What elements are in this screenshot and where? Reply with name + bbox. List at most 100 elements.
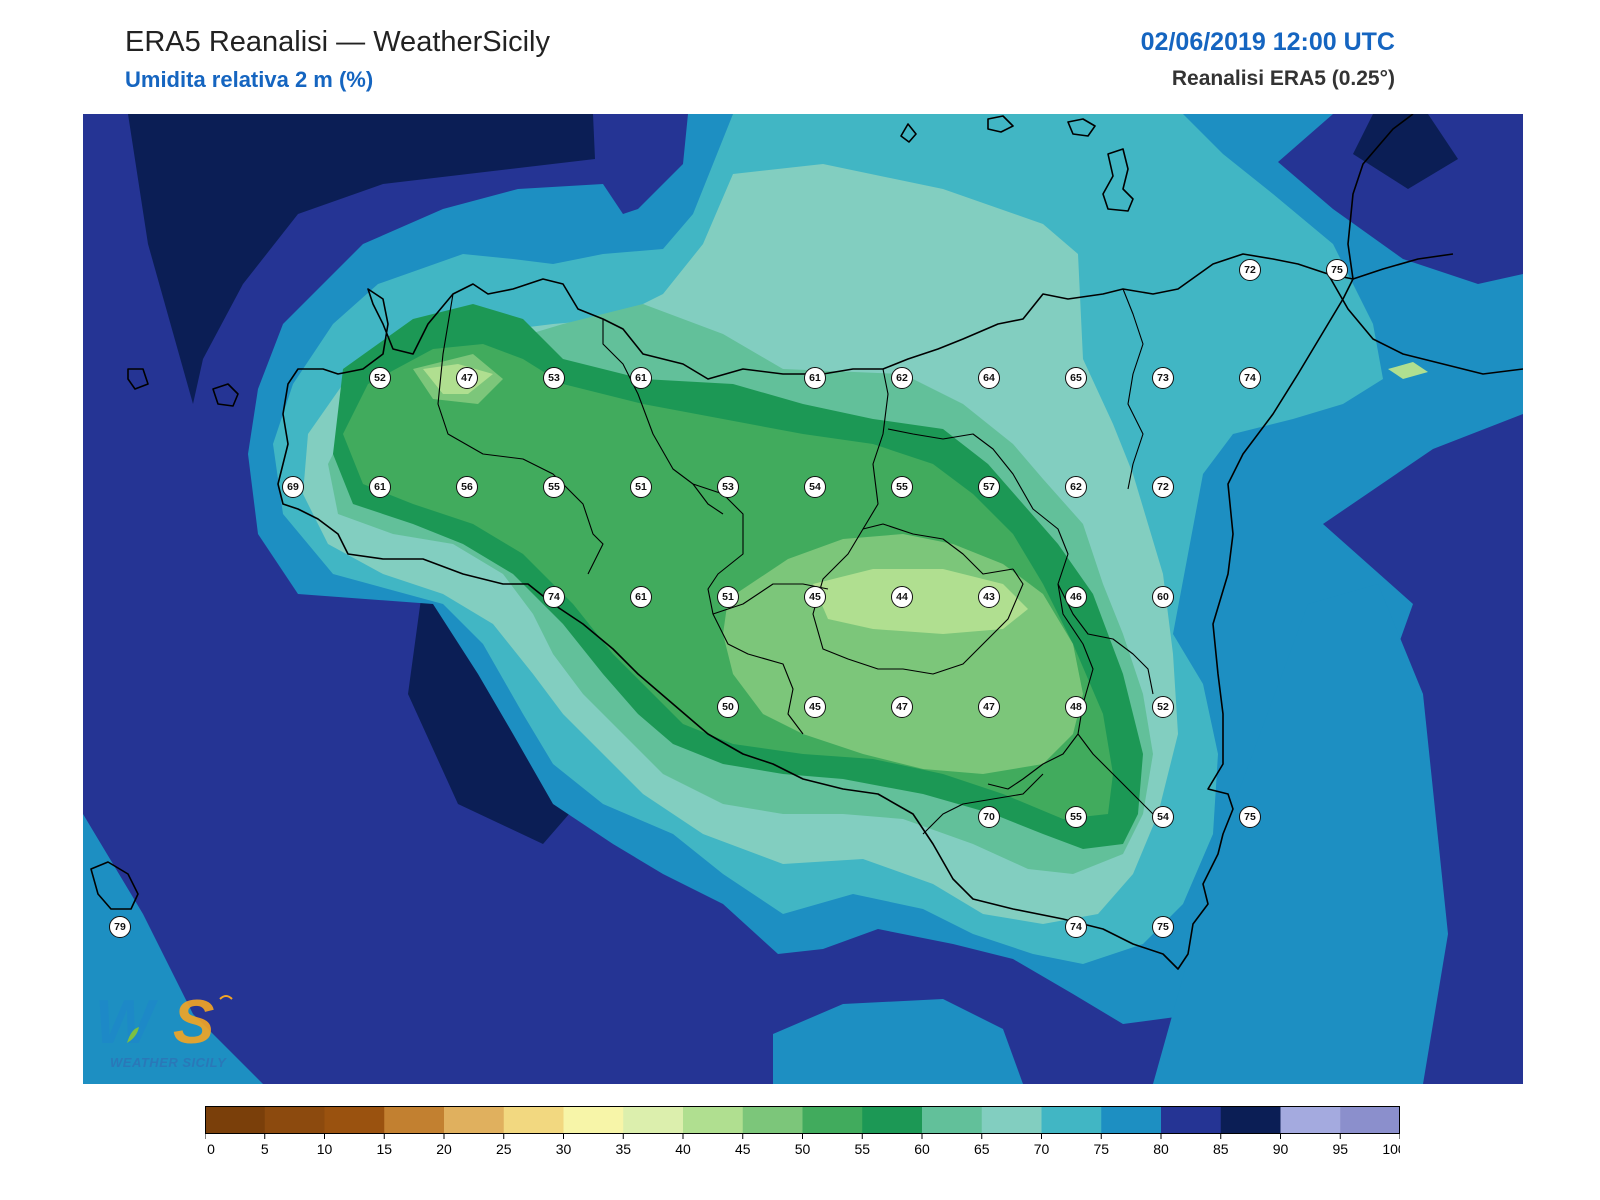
station-value: 74 [548, 590, 560, 603]
station-marker: 53 [717, 476, 739, 498]
weathersicily-logo: W S WEATHER SICILY [95, 985, 255, 1075]
station-value: 45 [809, 700, 821, 713]
station-marker: 48 [1065, 696, 1087, 718]
colorbar-tick-label: 75 [1093, 1141, 1109, 1157]
colorbar-swatch [683, 1106, 744, 1134]
colorbar-tick-label: 100 [1382, 1141, 1400, 1157]
station-marker: 52 [1152, 696, 1174, 718]
station-marker: 61 [804, 367, 826, 389]
map-title: ERA5 Reanalisi — WeatherSicily [125, 26, 550, 58]
station-value: 79 [114, 920, 126, 933]
station-value: 53 [548, 371, 560, 384]
station-value: 75 [1244, 810, 1256, 823]
svg-text:S: S [173, 988, 214, 1057]
station-marker: 51 [717, 586, 739, 608]
station-marker: 74 [543, 586, 565, 608]
station-value: 75 [1331, 263, 1343, 276]
station-value: 52 [374, 371, 386, 384]
colorbar-tick-label: 55 [854, 1141, 870, 1157]
colorbar-swatch [862, 1106, 923, 1134]
svg-text:W: W [95, 988, 158, 1057]
humidity-band-45-50 [1388, 362, 1428, 379]
station-marker: 69 [282, 476, 304, 498]
station-value: 61 [374, 480, 386, 493]
station-marker: 61 [369, 476, 391, 498]
station-marker: 47 [978, 696, 1000, 718]
station-value: 48 [1070, 700, 1082, 713]
valid-datetime: 02/06/2019 12:00 UTC [1140, 28, 1395, 56]
station-marker: 65 [1065, 367, 1087, 389]
station-value: 64 [983, 371, 995, 384]
station-marker: 74 [1065, 916, 1087, 938]
station-marker: 64 [978, 367, 1000, 389]
colorbar-tick-label: 30 [556, 1141, 572, 1157]
station-value: 60 [1157, 590, 1169, 603]
colorbar-tick-label: 80 [1153, 1141, 1169, 1157]
humidity-band-80-85 [83, 814, 263, 1084]
province-boundaries [437, 288, 1154, 835]
station-marker: 72 [1152, 476, 1174, 498]
colorbar-swatch [981, 1106, 1042, 1134]
colorbar-tick-label: 25 [496, 1141, 512, 1157]
station-value: 69 [287, 480, 299, 493]
station-value: 52 [1157, 700, 1169, 713]
colorbar-tick-label: 65 [974, 1141, 990, 1157]
colorbar-swatch [1101, 1106, 1162, 1134]
colorbar-tick-label: 90 [1273, 1141, 1289, 1157]
station-marker: 61 [630, 586, 652, 608]
colorbar-tick-label: 15 [376, 1141, 392, 1157]
station-marker: 44 [891, 586, 913, 608]
colorbar-swatch [264, 1106, 325, 1134]
station-value: 43 [983, 590, 995, 603]
station-value: 54 [809, 480, 821, 493]
colorbar-tick-label: 50 [795, 1141, 811, 1157]
station-marker: 62 [1065, 476, 1087, 498]
colorbar-tick-label: 40 [675, 1141, 691, 1157]
colorbar-tick-label: 20 [436, 1141, 452, 1157]
humidity-band-80-85 [773, 999, 1023, 1084]
station-value: 74 [1244, 371, 1256, 384]
logo-text: WEATHER SICILY [110, 1055, 227, 1070]
station-marker: 53 [543, 367, 565, 389]
station-value: 57 [983, 480, 995, 493]
colorbar-swatch [1280, 1106, 1341, 1134]
station-value: 61 [635, 371, 647, 384]
colorbar-swatch [623, 1106, 684, 1134]
station-value: 65 [1070, 371, 1082, 384]
station-marker: 74 [1239, 367, 1261, 389]
station-marker: 54 [1152, 806, 1174, 828]
station-marker: 72 [1239, 259, 1261, 281]
station-marker: 54 [804, 476, 826, 498]
station-value: 62 [1070, 480, 1082, 493]
station-marker: 79 [109, 916, 131, 938]
colorbar-tick-label: 10 [317, 1141, 333, 1157]
humidity-band-85-90 [1353, 114, 1458, 189]
colorbar-tick-label: 0 [207, 1141, 215, 1157]
colorbar-swatch [205, 1106, 266, 1134]
station-marker: 51 [630, 476, 652, 498]
station-marker: 55 [891, 476, 913, 498]
station-marker: 75 [1326, 259, 1348, 281]
station-marker: 62 [891, 367, 913, 389]
station-marker: 52 [369, 367, 391, 389]
station-value: 72 [1244, 263, 1256, 276]
station-value: 74 [1070, 920, 1082, 933]
station-marker: 75 [1239, 806, 1261, 828]
station-marker: 47 [891, 696, 913, 718]
station-value: 50 [722, 700, 734, 713]
station-value: 44 [896, 590, 908, 603]
station-value: 55 [548, 480, 560, 493]
station-value: 54 [1157, 810, 1169, 823]
station-value: 72 [1157, 480, 1169, 493]
colorbar-swatch [384, 1106, 445, 1134]
colorbar-swatch [1041, 1106, 1102, 1134]
data-source: Reanalisi ERA5 (0.25°) [1171, 67, 1395, 90]
colorbar-swatch [444, 1106, 505, 1134]
station-value: 51 [635, 480, 647, 493]
colorbar-tick-label: 95 [1332, 1141, 1348, 1157]
colorbar: 0 5 10 15 20 25 30 35 40 45 50 55 60 65 70 75 80 85 90 95 10… [205, 1106, 1400, 1157]
colorbar-frame [205, 1106, 1400, 1134]
colorbar-swatch [1340, 1106, 1400, 1134]
station-value: 62 [896, 371, 908, 384]
station-value: 47 [983, 700, 995, 713]
